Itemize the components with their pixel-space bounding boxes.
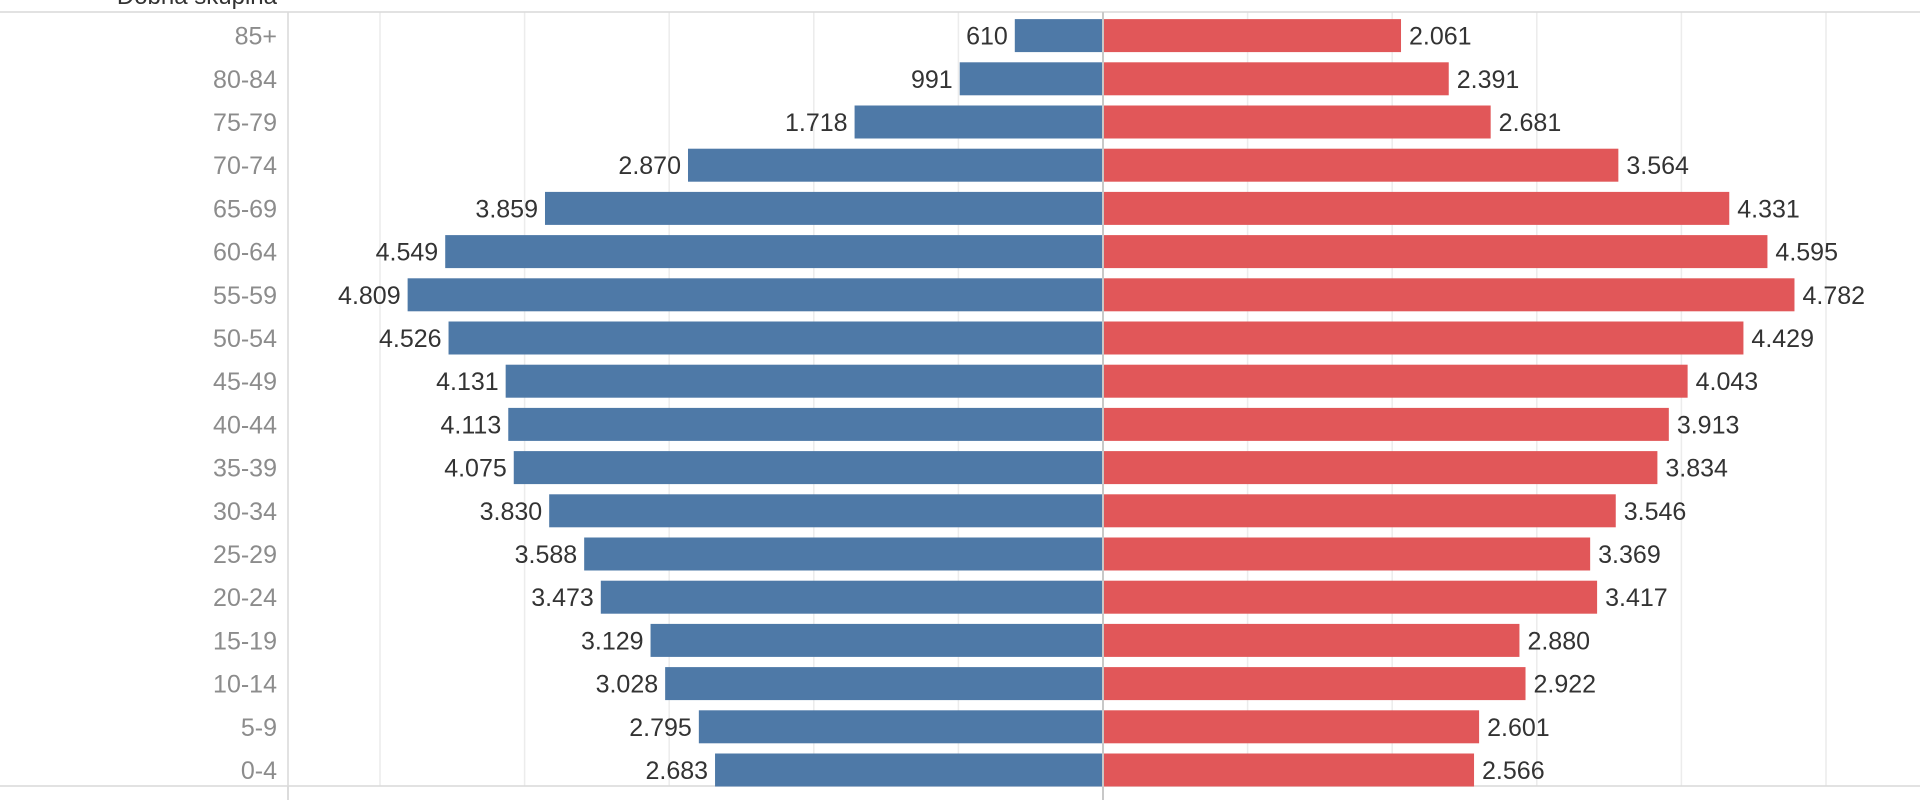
bar-left [407, 278, 1103, 312]
value-label-right: 4.043 [1696, 368, 1759, 396]
bar-right [1103, 537, 1591, 571]
value-label-right: 2.061 [1409, 23, 1472, 51]
value-label-left: 1.718 [785, 109, 848, 137]
bar-left [687, 148, 1103, 182]
labels: 85+ 610 2.061 80-84 991 2.391 75-79 1.718 2.681 7… [213, 23, 1865, 785]
bar-right [1103, 623, 1520, 657]
bar-left [665, 667, 1103, 701]
bar-left [505, 364, 1103, 398]
value-label-left: 4.075 [444, 455, 507, 483]
bar-right [1103, 407, 1669, 441]
value-label-left: 4.526 [379, 325, 442, 353]
bar-right [1103, 191, 1730, 225]
value-label-left: 3.028 [596, 671, 659, 699]
value-label-left: 991 [911, 66, 953, 94]
bar-right [1103, 235, 1768, 269]
category-label: 20-24 [213, 584, 277, 612]
bar-right [1103, 148, 1619, 182]
value-label-left: 4.809 [338, 282, 401, 310]
bar-right [1103, 667, 1526, 701]
category-label: 85+ [235, 23, 277, 51]
bar-left [544, 191, 1103, 225]
bar-left [715, 753, 1103, 787]
value-label-right: 4.331 [1737, 195, 1800, 223]
bar-left [959, 62, 1103, 96]
bar-left [508, 407, 1103, 441]
category-label: 70-74 [213, 152, 277, 180]
category-label: 75-79 [213, 109, 277, 137]
value-label-right: 2.681 [1499, 109, 1562, 137]
value-label-right: 2.566 [1482, 757, 1545, 785]
value-label-right: 3.913 [1677, 411, 1740, 439]
bar-left [1014, 19, 1103, 53]
bar-left [445, 235, 1103, 269]
category-label: 40-44 [213, 411, 277, 439]
bar-left [698, 710, 1103, 744]
bar-right [1103, 753, 1475, 787]
value-label-left: 2.870 [618, 152, 681, 180]
value-label-left: 4.113 [441, 411, 502, 439]
value-label-right: 3.417 [1605, 584, 1668, 612]
bar-right [1103, 580, 1598, 614]
bar-right [1103, 62, 1449, 96]
category-label: 25-29 [213, 541, 277, 569]
value-label-right: 4.782 [1802, 282, 1865, 310]
category-label: 10-14 [213, 671, 277, 699]
category-label: 80-84 [213, 66, 277, 94]
category-label: 5-9 [241, 714, 277, 742]
value-label-right: 2.880 [1527, 627, 1590, 655]
category-label: 15-19 [213, 627, 277, 655]
value-label-right: 4.429 [1751, 325, 1814, 353]
bar-right [1103, 364, 1688, 398]
value-label-left: 2.683 [645, 757, 708, 785]
bar-left [513, 451, 1103, 485]
bar-left [600, 580, 1103, 614]
bar-right [1103, 494, 1616, 528]
bar-right [1103, 278, 1795, 312]
bar-right [1103, 321, 1744, 355]
bar-right [1103, 105, 1491, 139]
value-label-right: 3.369 [1598, 541, 1661, 569]
category-label: 60-64 [213, 239, 277, 267]
category-label: 35-39 [213, 455, 277, 483]
value-label-left: 4.131 [436, 368, 499, 396]
value-label-right: 2.601 [1487, 714, 1550, 742]
value-label-left: 610 [966, 23, 1008, 51]
value-label-left: 3.129 [581, 627, 644, 655]
category-label: 0-4 [241, 757, 277, 785]
value-label-right: 2.922 [1534, 671, 1597, 699]
bar-left [584, 537, 1103, 571]
category-header: Dobna skupina [117, 0, 278, 10]
value-label-right: 3.564 [1626, 152, 1689, 180]
bar-right [1103, 451, 1658, 485]
value-label-right: 2.391 [1457, 66, 1520, 94]
value-label-left: 4.549 [376, 239, 439, 267]
category-label: 30-34 [213, 498, 277, 526]
bars [407, 19, 1795, 787]
bar-left [650, 623, 1103, 657]
value-label-right: 3.834 [1665, 455, 1728, 483]
bar-left [854, 105, 1103, 139]
value-label-right: 3.546 [1624, 498, 1687, 526]
category-label: 55-59 [213, 282, 277, 310]
value-label-left: 3.830 [480, 498, 543, 526]
category-label: 50-54 [213, 325, 277, 353]
bar-right [1103, 19, 1402, 53]
gridlines [287, 12, 1827, 800]
category-label: 65-69 [213, 195, 277, 223]
value-label-left: 2.795 [629, 714, 692, 742]
bar-left [549, 494, 1103, 528]
value-label-right: 4.595 [1775, 239, 1838, 267]
value-label-left: 3.473 [531, 584, 594, 612]
bar-right [1103, 710, 1480, 744]
bar-left [448, 321, 1103, 355]
value-label-left: 3.588 [515, 541, 578, 569]
value-label-left: 3.859 [475, 195, 538, 223]
category-label: 45-49 [213, 368, 277, 396]
